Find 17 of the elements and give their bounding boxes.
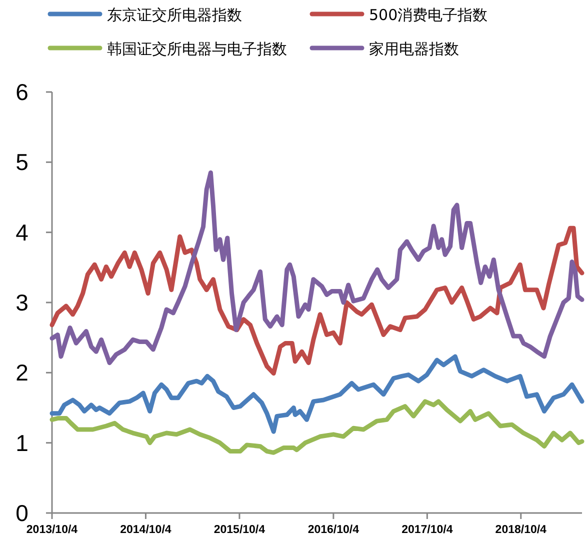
- y-tick-label: 5: [16, 149, 28, 176]
- x-tick-label: 2013/10/4: [26, 524, 78, 536]
- legend-label: 500消费电子指数: [369, 6, 488, 24]
- y-tick-label: 1: [16, 430, 28, 456]
- y-tick-label: 6: [16, 79, 28, 105]
- legend-label: 家用电器指数: [369, 40, 459, 58]
- x-tick-label: 2016/10/4: [308, 524, 360, 536]
- x-tick-label: 2017/10/4: [402, 524, 454, 536]
- legend-label: 韩国证交所电器与电子指数: [107, 40, 287, 58]
- x-tick-label: 2015/10/4: [214, 524, 266, 536]
- y-tick-label: 0: [16, 500, 28, 526]
- x-tick-label: 2018/10/4: [495, 524, 548, 536]
- y-tick-label: 3: [16, 290, 28, 316]
- legend-label: 东京证交所电器指数: [107, 6, 242, 24]
- y-tick-label: 4: [16, 219, 29, 246]
- y-tick-label: 2: [16, 360, 28, 386]
- x-tick-label: 2014/10/4: [120, 524, 172, 536]
